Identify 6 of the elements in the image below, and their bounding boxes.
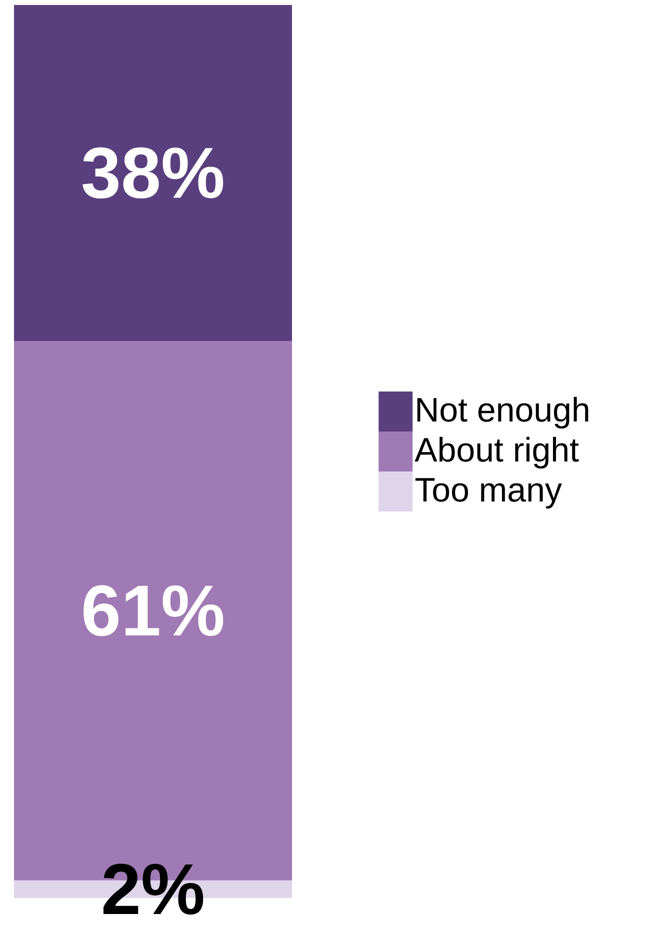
data-label: 38% [82,147,224,199]
legend-label: Not enough [417,396,588,429]
data-label: 2% [103,864,204,915]
legend-label: About right [414,436,579,469]
legend-label: Too many [415,478,562,509]
data-label: 61% [84,585,224,636]
